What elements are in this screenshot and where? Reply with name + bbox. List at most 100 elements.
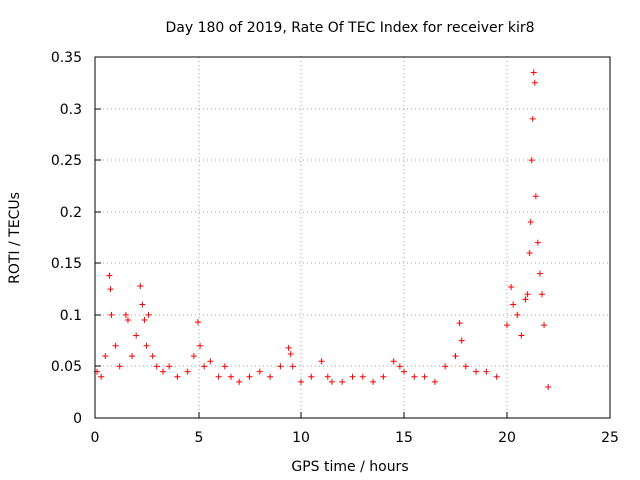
y-tick-label: 0.2 <box>60 205 82 221</box>
chart-title: Day 180 of 2019, Rate Of TEC Index for r… <box>165 20 534 36</box>
data-point <box>277 363 284 370</box>
data-point <box>534 239 541 246</box>
data-point <box>370 378 377 385</box>
data-point <box>508 284 515 291</box>
y-tick-label: 0.05 <box>51 359 82 375</box>
data-point <box>527 219 534 226</box>
data-point <box>174 373 181 380</box>
data-point <box>396 363 403 370</box>
data-point <box>462 363 469 370</box>
data-point <box>207 358 214 365</box>
data-point <box>328 378 335 385</box>
data-point <box>108 311 115 318</box>
data-point <box>526 249 533 256</box>
data-point <box>201 363 208 370</box>
data-point <box>530 69 537 76</box>
data-point <box>153 363 160 370</box>
data-point <box>349 373 356 380</box>
x-tick-label: 25 <box>601 430 619 446</box>
data-point <box>514 311 521 318</box>
data-point <box>483 368 490 375</box>
data-point <box>524 291 531 298</box>
data-point <box>401 368 407 375</box>
y-tick-label: 0.35 <box>51 50 82 66</box>
data-point <box>390 358 397 365</box>
data-point <box>143 342 150 349</box>
data-point <box>197 342 204 349</box>
x-tick-label: 0 <box>91 430 100 446</box>
data-point <box>545 384 552 391</box>
data-point <box>98 373 105 380</box>
data-point <box>139 301 146 308</box>
data-point <box>532 193 539 200</box>
data-point <box>184 368 191 375</box>
data-point <box>133 332 140 339</box>
data-point <box>149 353 156 360</box>
grid-lines <box>95 57 610 418</box>
data-point <box>227 373 234 380</box>
data-point <box>442 363 449 370</box>
y-tick-label: 0.1 <box>60 308 82 324</box>
data-point <box>308 373 315 380</box>
data-point <box>221 363 228 370</box>
data-point <box>195 319 201 326</box>
data-point <box>452 353 459 360</box>
y-tick-label: 0 <box>73 411 82 427</box>
data-point <box>324 373 331 380</box>
data-point <box>102 353 109 360</box>
data-point <box>528 157 535 164</box>
data-point <box>256 368 263 375</box>
data-point <box>287 351 294 358</box>
x-tick-labels: 0 5 10 15 20 25 <box>91 430 619 446</box>
data-point <box>510 301 517 308</box>
data-point <box>318 358 325 365</box>
data-point <box>159 368 166 375</box>
data-point <box>531 79 538 86</box>
plot-frame <box>94 56 611 419</box>
data-point <box>339 378 346 385</box>
data-point <box>529 115 536 122</box>
data-point <box>421 373 428 380</box>
x-tick-label: 20 <box>498 430 516 446</box>
y-tick-labels: 0 0.05 0.1 0.15 0.2 0.25 0.3 0.35 <box>51 50 82 427</box>
data-point <box>504 322 510 329</box>
data-point <box>137 282 144 289</box>
y-tick-label: 0.3 <box>60 102 82 118</box>
data-point <box>267 373 274 380</box>
data-point <box>145 311 152 318</box>
y-tick-label: 0.15 <box>51 256 82 272</box>
data-point <box>493 373 500 380</box>
data-point <box>522 296 529 303</box>
data-point <box>458 337 465 344</box>
data-point <box>539 291 546 298</box>
x-tick-label: 10 <box>292 430 310 446</box>
data-point <box>518 332 525 339</box>
data-point <box>359 373 366 380</box>
y-tick-label: 0.25 <box>51 153 82 169</box>
data-point <box>122 311 129 318</box>
data-point <box>380 373 387 380</box>
data-point <box>141 317 148 324</box>
data-point <box>166 363 173 370</box>
data-point <box>190 353 197 360</box>
data-point <box>541 322 548 329</box>
data-point <box>107 286 114 293</box>
data-point <box>236 378 243 385</box>
data-point <box>112 342 119 349</box>
x-axis-label: GPS time / hours <box>291 459 408 475</box>
x-tick-label: 15 <box>395 430 413 446</box>
data-point <box>285 344 292 351</box>
y-axis-label: ROTI / TECUs <box>7 192 23 284</box>
data-points <box>94 69 552 391</box>
data-point <box>246 373 253 380</box>
data-point <box>536 270 543 277</box>
data-point <box>473 368 480 375</box>
data-point <box>116 363 123 370</box>
data-point <box>431 378 438 385</box>
data-point <box>298 378 304 385</box>
data-point <box>411 373 418 380</box>
data-point <box>289 363 296 370</box>
data-point <box>106 272 113 279</box>
x-tick-label: 5 <box>195 430 204 446</box>
